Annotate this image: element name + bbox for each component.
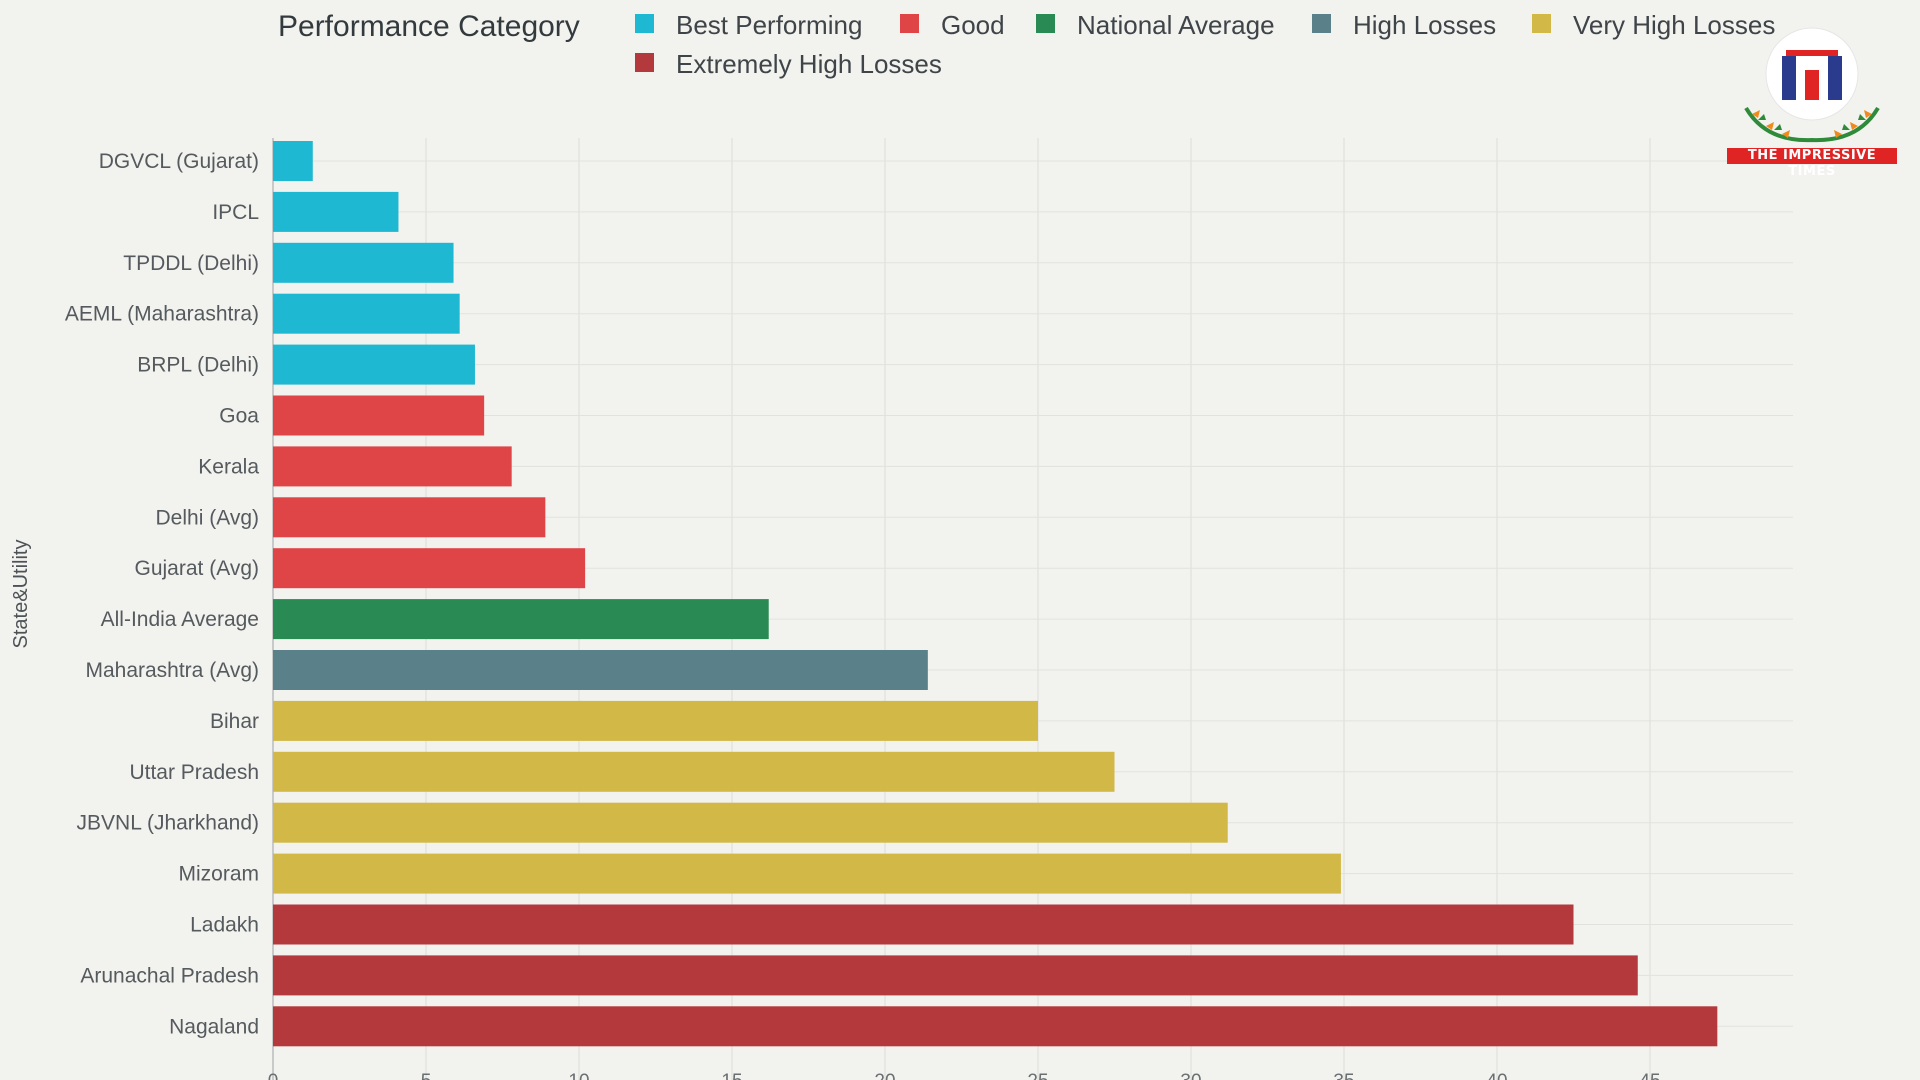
y-tick-label: All-India Average [101,608,259,631]
bar [273,548,586,589]
y-tick-label: Arunachal Pradesh [80,964,259,987]
y-tick-label: Uttar Pradesh [129,761,259,784]
legend-swatch [635,14,654,33]
legend-label: High Losses [1353,10,1496,40]
x-tick-label: 20 [874,1071,895,1080]
bar [273,293,460,334]
x-tick-label: 30 [1180,1071,1201,1080]
legend-swatch [1312,14,1331,33]
bar [273,955,1638,996]
legend-label: Good [941,10,1005,40]
y-tick-label: TPDDL (Delhi) [123,252,259,275]
legend-swatch [900,14,919,33]
y-tick-label: Gujarat (Avg) [135,557,260,580]
legend-label: Best Performing [676,10,862,40]
bar [273,141,313,181]
legend-label: Very High Losses [1573,10,1775,40]
publisher-logo: THE IMPRESSIVE TIMES [1726,22,1898,179]
bar [273,446,512,487]
bar [273,751,1115,792]
legend-swatch [635,53,654,72]
bar [273,700,1038,741]
x-tick-label: 45 [1639,1071,1660,1080]
bars [273,141,1718,1047]
x-tick-label: 5 [421,1071,432,1080]
legend-title: Performance Category [278,10,580,43]
bar [273,191,399,232]
bar [273,242,454,283]
x-tick-label: 10 [568,1071,589,1080]
x-tick-label: 25 [1027,1071,1048,1080]
x-tick-label: 40 [1486,1071,1507,1080]
logo-banner: THE IMPRESSIVE TIMES [1727,148,1897,179]
bar [273,802,1228,843]
y-tick-label: Nagaland [169,1015,259,1038]
y-tick-label: Delhi (Avg) [156,506,259,529]
bar [273,1006,1718,1047]
legend-swatch [1036,14,1055,33]
bar [273,853,1341,894]
y-axis-title: State&Utility [10,540,32,649]
y-tick-label: AEML (Maharashtra) [65,303,259,326]
x-tick-label: 35 [1333,1071,1354,1080]
bar [273,650,928,690]
y-tick-label: DGVCL (Gujarat) [99,150,259,173]
legend-label: National Average [1077,10,1275,40]
y-tick-label: Goa [219,405,259,428]
x-axis-ticks: 0 5 10 15 20 25 30 35 40 45 [268,1071,1661,1080]
legend-swatch [1532,14,1551,33]
y-tick-label: IPCL [212,201,259,224]
bar [273,344,475,385]
bar [273,599,769,640]
x-tick-label: 0 [268,1071,279,1080]
bar [273,904,1574,945]
bar [273,395,485,436]
legend-label: Extremely High Losses [676,49,942,79]
y-tick-label: Mizoram [178,863,259,886]
bar [273,497,546,538]
x-tick-label: 15 [721,1071,742,1080]
y-tick-label: Kerala [198,455,259,478]
y-axis-labels: DGVCL (Gujarat) IPCL TPDDL (Delhi) AEML (Ma… [65,150,259,1038]
y-tick-label: JBVNL (Jharkhand) [77,812,259,835]
y-tick-label: Maharashtra (Avg) [85,659,259,682]
legend: Performance Category Best Performing Good… [278,10,1775,79]
logo-emblem-icon [1744,27,1880,143]
y-tick-label: Ladakh [190,914,259,937]
y-tick-label: Bihar [210,710,259,733]
y-tick-label: BRPL (Delhi) [137,354,259,377]
